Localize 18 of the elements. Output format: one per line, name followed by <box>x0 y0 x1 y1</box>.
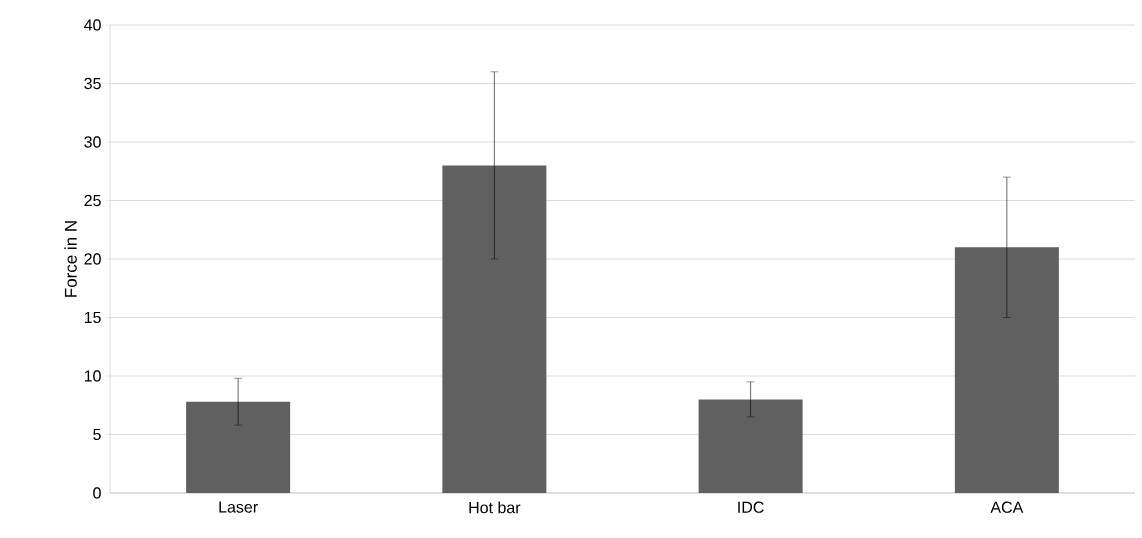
bar <box>698 399 803 493</box>
y-tick-label: 10 <box>84 370 101 382</box>
y-tick-label: 40 <box>84 19 101 31</box>
y-tick-label: 5 <box>93 428 101 441</box>
y-tick-label: 20 <box>84 253 101 265</box>
bar <box>186 401 291 493</box>
y-tick-label: 15 <box>84 311 101 324</box>
y-tick-label: 30 <box>84 136 101 148</box>
y-tick-label: 25 <box>84 194 101 207</box>
x-tick-label: Hot bar <box>469 501 521 514</box>
y-axis-title: Force in N <box>64 221 77 297</box>
bar <box>954 247 1059 493</box>
x-tick-label: IDC <box>738 501 764 513</box>
bar <box>442 165 547 493</box>
x-tick-label: ACA <box>990 501 1024 513</box>
y-tick-label: 0 <box>93 487 101 499</box>
y-tick-label: 35 <box>84 77 101 90</box>
x-tick-label: Laser <box>219 501 258 513</box>
